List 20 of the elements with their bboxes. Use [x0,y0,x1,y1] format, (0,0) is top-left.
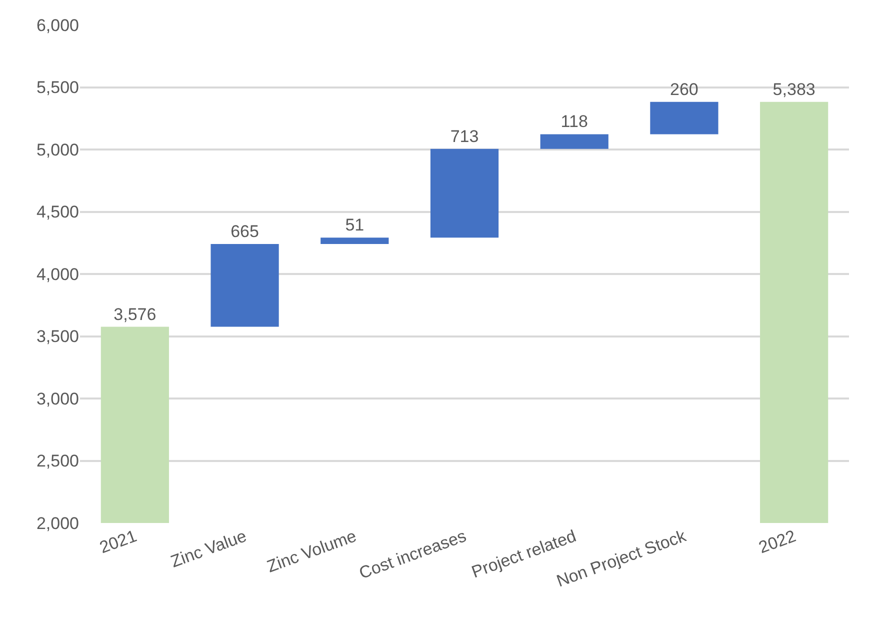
data-label: 3,576 [114,304,156,324]
y-tick-label: 2,000 [36,514,79,533]
data-label: 5,383 [772,80,816,99]
y-tick-label: 4,500 [36,202,79,222]
y-tick-label: 6,000 [36,16,79,35]
x-tick-label: Zinc Volume [264,526,359,576]
x-tick-label: 2022 [756,526,798,558]
data-label: 118 [560,112,588,132]
data-label: 51 [345,216,364,235]
x-tick-label: 2021 [97,526,140,558]
data-label: 260 [670,80,698,99]
y-tick-label: 4,000 [36,264,79,284]
x-tick-label: Zinc Value [168,526,250,572]
y-tick-label: 3,000 [36,389,79,408]
y-tick-label: 2,500 [36,452,79,471]
y-tick-label: 5,500 [36,78,79,98]
data-label: 713 [450,126,479,146]
data-label: 665 [230,222,259,241]
y-tick-label: 3,500 [36,327,79,346]
y-tick-label: 5,000 [36,140,79,160]
